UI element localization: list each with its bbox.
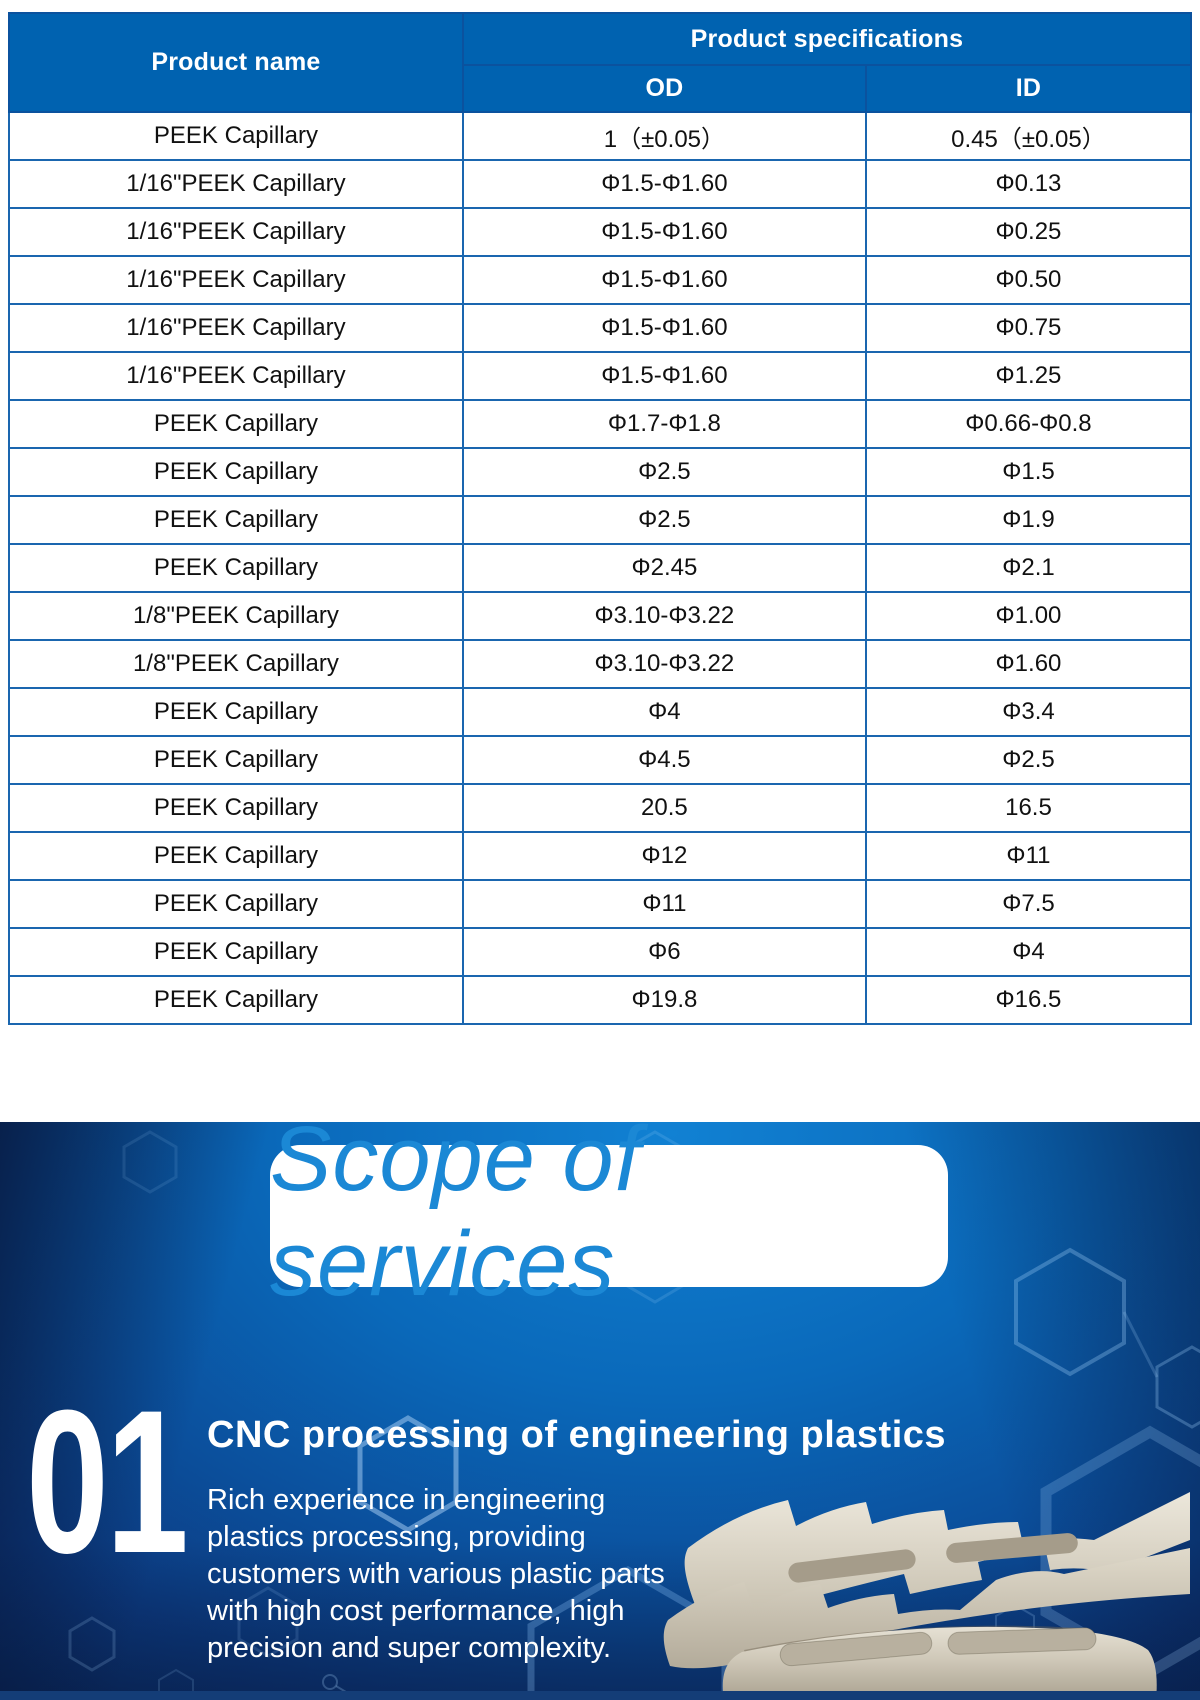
cell-product-name: PEEK Capillary <box>8 687 464 737</box>
section-description: Rich experience in engineering plastics … <box>207 1484 665 1664</box>
table-body: PEEK Capillary 1（±0.05） 0.45（±0.05） 1/16… <box>8 111 1193 1025</box>
table-row: PEEK Capillary Φ11 Φ7.5 <box>8 879 1193 929</box>
scope-title-box: Scope of services <box>270 1122 948 1315</box>
cell-od: Φ4.5 <box>461 735 867 785</box>
cell-od: Φ1.5-Φ1.60 <box>461 207 867 257</box>
cell-product-name: 1/16"PEEK Capillary <box>8 303 464 353</box>
cell-product-name: PEEK Capillary <box>8 543 464 593</box>
cell-id: Φ11 <box>864 831 1193 881</box>
cell-od: Φ2.45 <box>461 543 867 593</box>
cell-od: Φ12 <box>461 831 867 881</box>
bottom-strip-decoration <box>0 1691 1200 1700</box>
header-product-specifications: Product specifications <box>461 12 1193 66</box>
cell-od: Φ1.7-Φ1.8 <box>461 399 867 449</box>
table-row: PEEK Capillary Φ6 Φ4 <box>8 927 1193 977</box>
header-product-name: Product name <box>8 12 464 113</box>
table-row: 1/16"PEEK Capillary Φ1.5-Φ1.60 Φ1.25 <box>8 351 1193 401</box>
table-row: 1/16"PEEK Capillary Φ1.5-Φ1.60 Φ0.75 <box>8 303 1193 353</box>
cell-od: Φ1.5-Φ1.60 <box>461 159 867 209</box>
cell-id: Φ0.75 <box>864 303 1193 353</box>
cell-product-name: 1/8"PEEK Capillary <box>8 639 464 689</box>
cell-od: 1（±0.05） <box>461 111 867 161</box>
scope-title: Scope of services <box>270 1122 642 1315</box>
cell-product-name: 1/16"PEEK Capillary <box>8 207 464 257</box>
cell-id: Φ2.1 <box>864 543 1193 593</box>
table-row: PEEK Capillary Φ4 Φ3.4 <box>8 687 1193 737</box>
cell-product-name: PEEK Capillary <box>8 495 464 545</box>
table-row: PEEK Capillary Φ2.45 Φ2.1 <box>8 543 1193 593</box>
section-heading: CNC processing of engineering plastics <box>207 1414 947 1456</box>
cell-id: Φ2.5 <box>864 735 1193 785</box>
table-row: 1/16"PEEK Capillary Φ1.5-Φ1.60 Φ0.13 <box>8 159 1193 209</box>
table-row: 1/16"PEEK Capillary Φ1.5-Φ1.60 Φ0.25 <box>8 207 1193 257</box>
table-header: Product name Product specifications OD I… <box>8 12 1193 113</box>
cell-product-name: 1/8"PEEK Capillary <box>8 591 464 641</box>
cell-product-name: PEEK Capillary <box>8 879 464 929</box>
cell-id: Φ1.25 <box>864 351 1193 401</box>
cell-id: Φ1.5 <box>864 447 1193 497</box>
table-row: PEEK Capillary Φ2.5 Φ1.5 <box>8 447 1193 497</box>
cell-id: Φ0.13 <box>864 159 1193 209</box>
table-row: PEEK Capillary 20.5 16.5 <box>8 783 1193 833</box>
table-row: PEEK Capillary Φ2.5 Φ1.9 <box>8 495 1193 545</box>
cell-od: Φ6 <box>461 927 867 977</box>
services-section: Scope of services 01 CNC processing of e… <box>0 1122 1200 1700</box>
table-row: PEEK Capillary Φ1.7-Φ1.8 Φ0.66-Φ0.8 <box>8 399 1193 449</box>
table-row: 1/8"PEEK Capillary Φ3.10-Φ3.22 Φ1.60 <box>8 639 1193 689</box>
cell-id: Φ1.00 <box>864 591 1193 641</box>
cell-od: Φ1.5-Φ1.60 <box>461 303 867 353</box>
cell-product-name: PEEK Capillary <box>8 975 464 1025</box>
cell-id: Φ16.5 <box>864 975 1193 1025</box>
table-row: 1/16"PEEK Capillary Φ1.5-Φ1.60 Φ0.50 <box>8 255 1193 305</box>
cell-id: 0.45（±0.05） <box>864 111 1193 161</box>
product-spec-table: Product name Product specifications OD I… <box>8 12 1193 1025</box>
cell-id: Φ1.9 <box>864 495 1193 545</box>
cell-id: Φ1.60 <box>864 639 1193 689</box>
cell-id: Φ0.50 <box>864 255 1193 305</box>
cell-product-name: 1/16"PEEK Capillary <box>8 255 464 305</box>
cnc-plastic-part-image <box>663 1492 1190 1700</box>
cell-od: Φ1.5-Φ1.60 <box>461 255 867 305</box>
cell-product-name: PEEK Capillary <box>8 783 464 833</box>
section-number: 01 <box>26 1368 189 1596</box>
cell-product-name: 1/16"PEEK Capillary <box>8 351 464 401</box>
cell-od: Φ1.5-Φ1.60 <box>461 351 867 401</box>
cell-od: Φ4 <box>461 687 867 737</box>
cell-product-name: PEEK Capillary <box>8 831 464 881</box>
cell-id: 16.5 <box>864 783 1193 833</box>
cell-id: Φ3.4 <box>864 687 1193 737</box>
cell-od: Φ3.10-Φ3.22 <box>461 639 867 689</box>
cell-id: Φ7.5 <box>864 879 1193 929</box>
table-row: PEEK Capillary Φ19.8 Φ16.5 <box>8 975 1193 1025</box>
cell-od: Φ19.8 <box>461 975 867 1025</box>
table-row: PEEK Capillary Φ4.5 Φ2.5 <box>8 735 1193 785</box>
cell-id: Φ4 <box>864 927 1193 977</box>
cell-od: 20.5 <box>461 783 867 833</box>
header-od: OD <box>461 64 867 113</box>
cell-od: Φ2.5 <box>461 495 867 545</box>
cell-product-name: PEEK Capillary <box>8 927 464 977</box>
cell-od: Φ11 <box>461 879 867 929</box>
table-row: PEEK Capillary Φ12 Φ11 <box>8 831 1193 881</box>
cell-product-name: PEEK Capillary <box>8 735 464 785</box>
table-row: 1/8"PEEK Capillary Φ3.10-Φ3.22 Φ1.00 <box>8 591 1193 641</box>
cell-product-name: PEEK Capillary <box>8 399 464 449</box>
cell-product-name: PEEK Capillary <box>8 111 464 161</box>
table-row: PEEK Capillary 1（±0.05） 0.45（±0.05） <box>8 111 1193 161</box>
cell-id: Φ0.66-Φ0.8 <box>864 399 1193 449</box>
cell-product-name: 1/16"PEEK Capillary <box>8 159 464 209</box>
cell-product-name: PEEK Capillary <box>8 447 464 497</box>
cell-id: Φ0.25 <box>864 207 1193 257</box>
cell-od: Φ2.5 <box>461 447 867 497</box>
header-id: ID <box>864 64 1193 113</box>
cell-od: Φ3.10-Φ3.22 <box>461 591 867 641</box>
